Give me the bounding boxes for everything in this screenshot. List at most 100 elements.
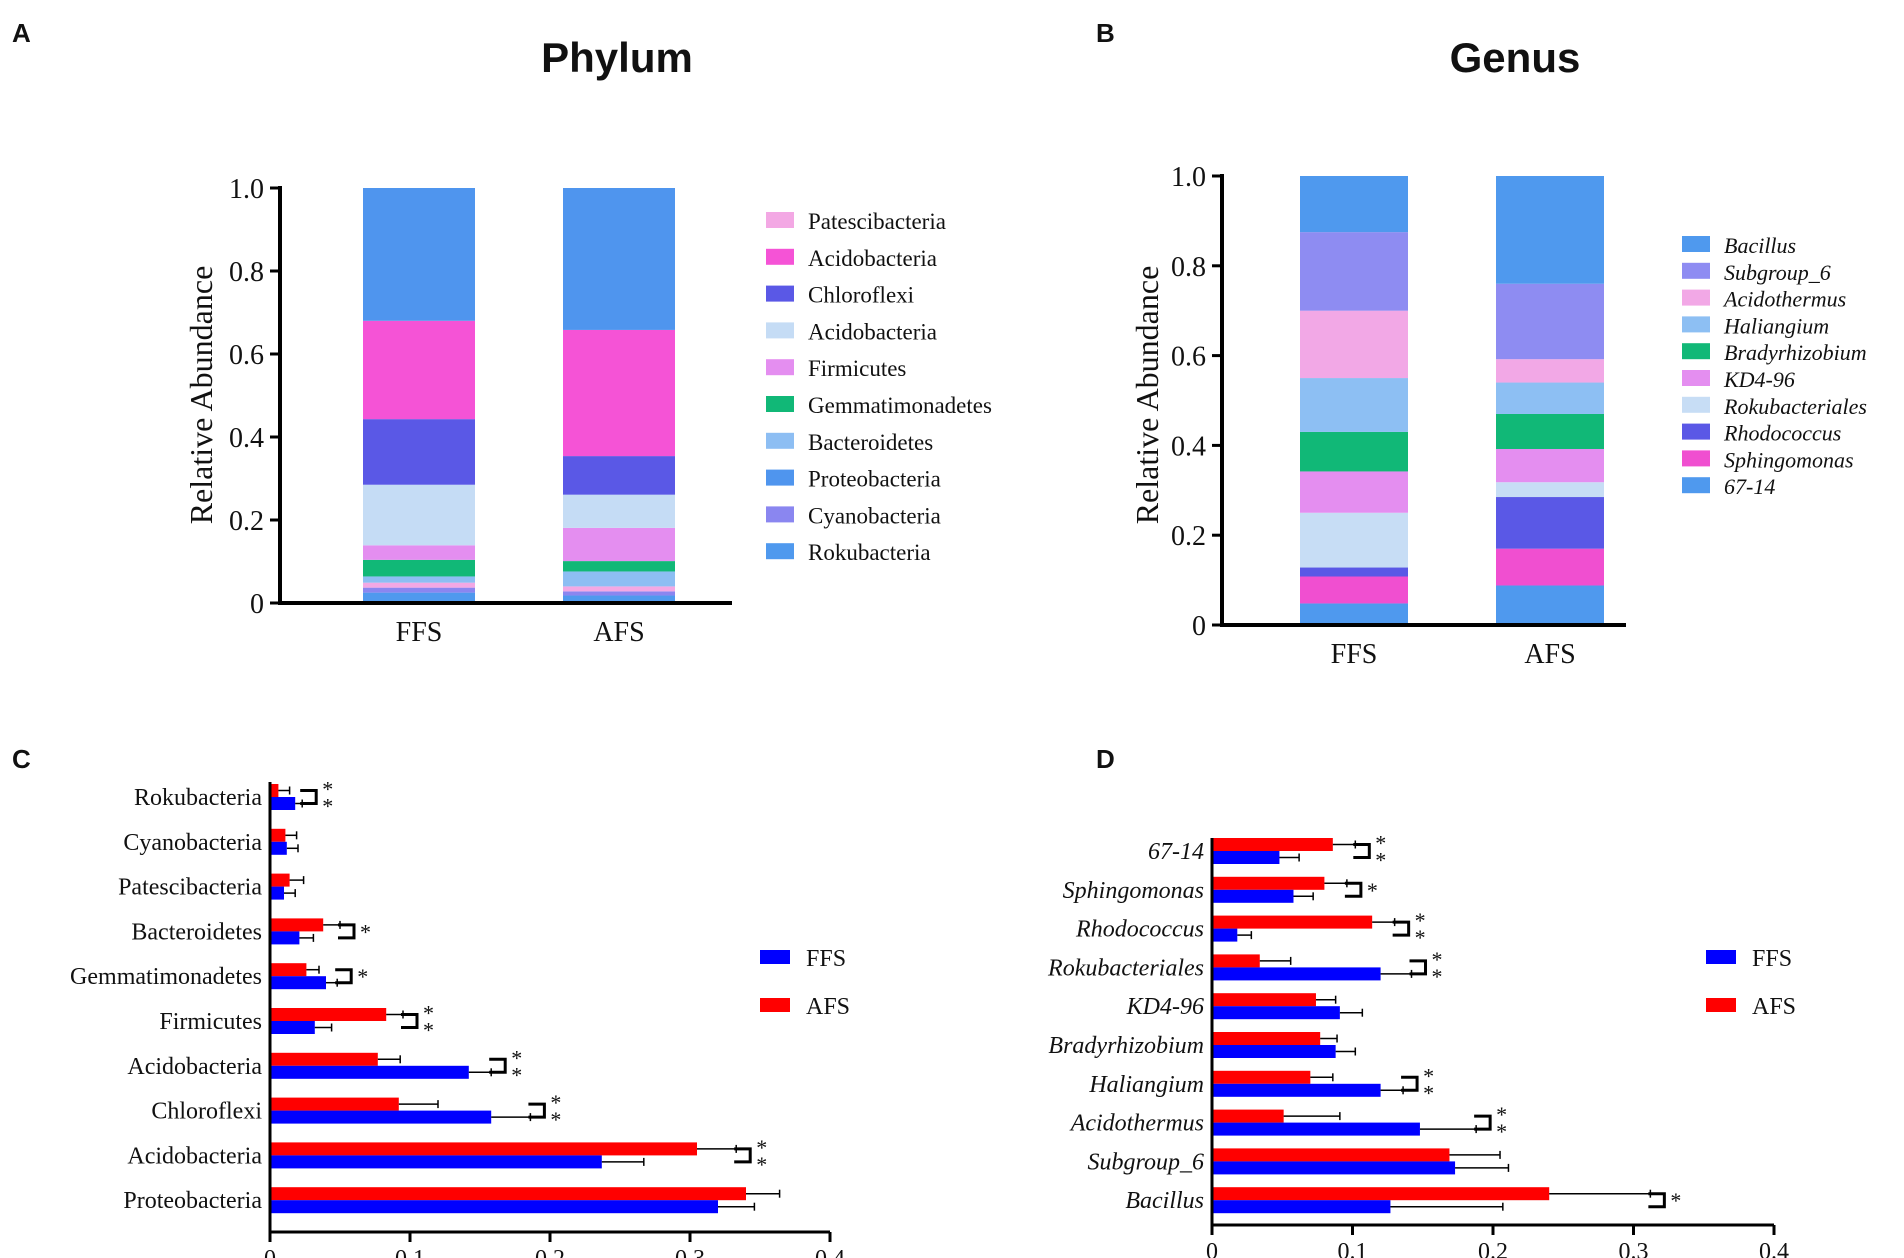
- significance-star: *: [1432, 964, 1443, 989]
- legend-label: Acidothermus: [1722, 287, 1846, 312]
- bar-afs: [270, 963, 307, 977]
- stack-segment: [363, 188, 475, 321]
- significance-bracket: [1474, 1114, 1492, 1131]
- category-label: Chloroflexi: [151, 1099, 262, 1125]
- category-label: Bradyrhizobium: [1048, 1033, 1204, 1059]
- bar-afs: [1212, 1032, 1321, 1045]
- significance-bracket: [489, 1057, 507, 1074]
- legend-label: Cyanobacteria: [808, 503, 941, 528]
- panel-label-d: D: [1096, 744, 1115, 774]
- category-label: Patescibacteria: [118, 875, 262, 901]
- legend-swatch: [1682, 370, 1710, 386]
- x-tick-label: 0: [264, 1246, 276, 1258]
- legend-swatch: [766, 543, 794, 560]
- legend-swatch-afs: [1706, 998, 1736, 1012]
- y-tick-label: 0.6: [1171, 342, 1206, 373]
- significance-bracket: [335, 968, 353, 985]
- category-label: Rokubacteriales: [1047, 955, 1204, 981]
- significance-star: *: [550, 1107, 561, 1132]
- legend-label: Sphingomonas: [1724, 447, 1854, 472]
- legend-label: KD4-96: [1723, 367, 1795, 392]
- bar-ffs: [1212, 1006, 1340, 1020]
- legend-swatch: [1682, 396, 1710, 413]
- stack-segment: [363, 592, 475, 603]
- x-tick-label: AFS: [593, 617, 644, 648]
- x-tick-label: FFS: [396, 617, 443, 648]
- bar-ffs: [270, 1155, 602, 1169]
- stack-segment: [1496, 176, 1604, 284]
- ylabel-a: Relative Abundance: [183, 266, 219, 525]
- legend-label: Firmicutes: [808, 356, 906, 381]
- panel-label-b: B: [1096, 18, 1115, 48]
- panel-label-c: C: [12, 744, 31, 774]
- stack-segment: [363, 576, 475, 583]
- legend-swatch: [766, 212, 794, 228]
- significance-star: *: [1375, 848, 1386, 873]
- significance-bracket: [1344, 881, 1363, 898]
- stack-segment: [363, 559, 475, 577]
- stack-segment: [1300, 431, 1408, 472]
- legend-swatch: [1682, 262, 1710, 279]
- y-tick-label: 0.4: [1171, 431, 1206, 462]
- significance-star: *: [1432, 947, 1443, 972]
- y-tick-label: 0.8: [1171, 252, 1206, 283]
- y-tick-label: 0.4: [229, 423, 264, 454]
- legend-swatch-afs: [760, 998, 790, 1012]
- x-tick-label: FFS: [1331, 639, 1378, 670]
- stack-segment: [1300, 310, 1408, 379]
- category-label: 67-14: [1148, 839, 1204, 865]
- stack-segment: [563, 329, 675, 457]
- significance-star: *: [322, 794, 333, 819]
- y-tick-label: 0: [1192, 611, 1206, 642]
- stack-segment: [563, 188, 675, 330]
- legend-label: Gemmatimonadetes: [808, 393, 992, 418]
- stack-segment: [563, 561, 675, 572]
- bar-ffs: [1212, 928, 1238, 942]
- bar-ffs: [270, 797, 296, 810]
- significance-star: *: [511, 1062, 522, 1087]
- stack-segment: [1496, 497, 1604, 549]
- category-label: Bacillus: [1125, 1188, 1204, 1214]
- bar-ffs: [1212, 889, 1294, 903]
- stack-segment: [363, 419, 475, 485]
- stack-segment: [363, 320, 475, 420]
- stack-segment: [563, 591, 675, 596]
- legend-label: Bacteroidetes: [808, 430, 933, 455]
- bar-afs: [1212, 1148, 1450, 1162]
- bar-afs: [270, 1097, 399, 1111]
- legend-label: Bradyrhizobium: [1724, 340, 1867, 365]
- significance-bracket: [401, 1013, 419, 1029]
- category-label: Acidothermus: [1069, 1111, 1204, 1137]
- stack-segment: [363, 582, 475, 588]
- significance-star: *: [550, 1090, 561, 1115]
- y-tick-label: 0.2: [1171, 521, 1206, 552]
- bar-ffs: [1212, 1200, 1391, 1214]
- bar-afs: [270, 784, 279, 797]
- legend-label: Bacillus: [1724, 233, 1796, 258]
- legend-label: AFS: [806, 994, 850, 1020]
- stack-segment: [1300, 176, 1408, 233]
- panel-b-stacked-chart: FFS AFS 0 0.2 0.4 0.6 0.8 1.0 BacillusSubgroup_6…: [1171, 162, 1867, 670]
- legend-swatch: [1682, 316, 1710, 333]
- bar-afs: [1212, 915, 1373, 929]
- panel-a-stacked-chart: FFS AFS 0 0.2 0.4 0.6 0.8 1.0 Patescibacteria Aci…: [229, 174, 992, 648]
- bar-ffs: [270, 1200, 718, 1214]
- stack-segment: [563, 527, 675, 562]
- legend-label: Proteobacteria: [808, 467, 941, 492]
- bar-ffs: [270, 931, 300, 945]
- y-tick-label: 0.6: [229, 340, 264, 371]
- legend-label: Acidobacteria: [808, 246, 937, 271]
- x-tick-label: 0.2: [535, 1246, 565, 1258]
- stack-segment: [1300, 603, 1408, 625]
- stack-segment: [1300, 567, 1408, 577]
- category-label: Gemmatimonadetes: [70, 964, 262, 990]
- significance-star: *: [1375, 831, 1386, 856]
- stack-segment: [563, 595, 675, 603]
- bar-afs: [270, 1052, 378, 1066]
- significance-star: *: [756, 1135, 767, 1160]
- stack-segment: [563, 456, 675, 495]
- bar-afs: [1212, 993, 1316, 1007]
- category-label: Acidobacteria: [127, 1143, 262, 1169]
- legend-label: Subgroup_6: [1724, 260, 1831, 285]
